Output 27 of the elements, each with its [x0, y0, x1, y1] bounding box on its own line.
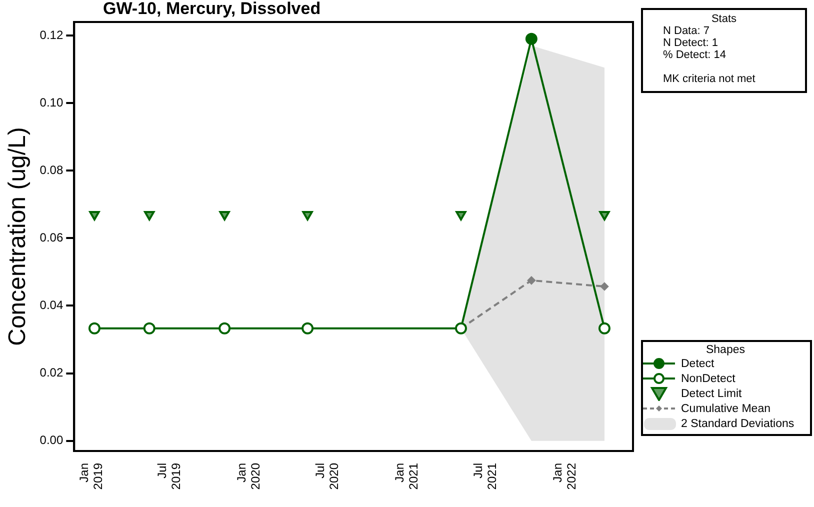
y-axis-title: Concentration (ug/L) [4, 127, 32, 346]
text: % Detect: 14 [663, 49, 727, 61]
x-tick-label: Jul 2021 [470, 462, 499, 490]
legend-label: Detect [681, 358, 714, 370]
y-tick-label: 0.00 [40, 433, 64, 448]
y-tick-label: 0.04 [40, 298, 64, 312]
text: MK criteria not met [663, 73, 756, 85]
y-tick-label: 0.06 [40, 230, 64, 244]
text: N Detect: 1 [663, 37, 720, 49]
text: 2 Standard Deviations [681, 418, 794, 430]
y-tick-label: 0.08 [40, 162, 64, 177]
legend-title: Shapes [704, 344, 746, 356]
y-tick-label: 0.02 [40, 366, 64, 380]
x-tick-label: Jan 2019 [76, 462, 105, 490]
legend-label: Cumulative Mean [681, 402, 770, 414]
x-tick-label: Jan 2021 [392, 462, 421, 490]
x-tick-label: Jul 2019 [154, 462, 183, 490]
legend-label: Detect Limit [681, 388, 742, 400]
text: N Data: 7 [663, 25, 710, 37]
legend-label: NonDetect [681, 372, 736, 384]
chart-title: GW-10, Mercury, Dissolved [103, 0, 321, 18]
x-tick-label: Jan 2020 [234, 462, 263, 490]
x-tick-label: Jan 2022 [550, 462, 578, 490]
y-tick-label: 0.10 [40, 95, 64, 110]
x-tick-label: Jul 2020 [313, 462, 342, 490]
text: Stats [710, 13, 738, 25]
y-tick-label: 0.12 [40, 28, 64, 42]
